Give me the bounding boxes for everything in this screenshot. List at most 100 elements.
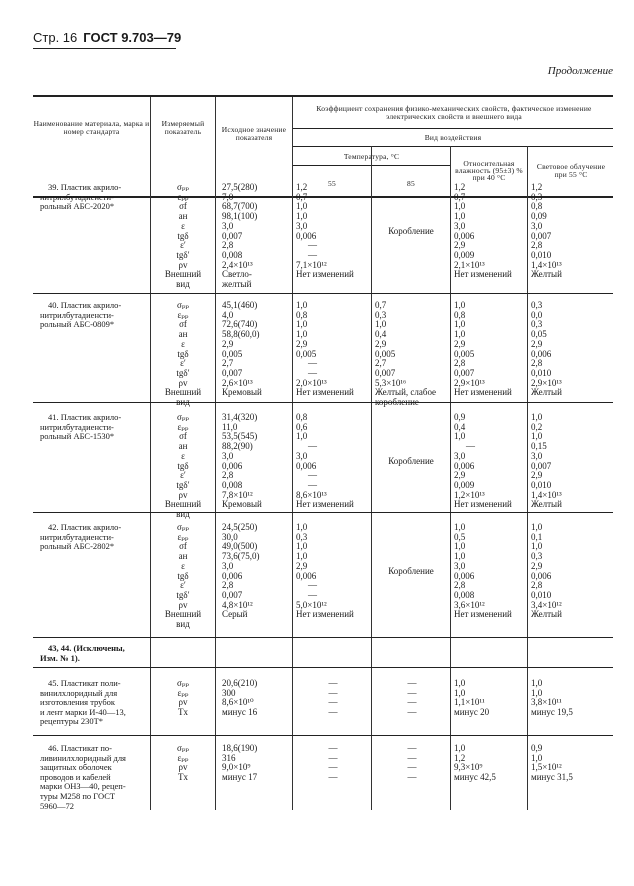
params-value: tgδ′ (176, 479, 190, 490)
initial-value: 8,6×10¹⁰ (222, 697, 254, 708)
light-value: 1,4×10¹³ (531, 259, 562, 270)
light-value: Желтый (531, 499, 562, 510)
light-value: 0,010 (531, 589, 552, 600)
light-column: 1,2 0,3 0,8 0,09 3,0 0,007 2,8 0,010 1,4×10¹³ Жел… (531, 182, 611, 280)
initial-value: 3,0 (222, 560, 234, 571)
t85-value: 5,3×10¹⁶ (375, 377, 407, 388)
t55-column: — — — — (296, 678, 370, 718)
light-column: 0,9 1,0 1,5×10¹² минус 31,5 (531, 743, 611, 783)
t55-value: — (328, 772, 338, 783)
initial-value: 2,8 (222, 240, 234, 251)
t85-merged-value: Коробление (388, 456, 434, 466)
initial-column: 45,1(460) 4,0 72,6(740) 58,8(60,0) 2,9 0,005 2… (222, 300, 292, 398)
initial-value: 30,0 (222, 531, 238, 542)
light-value: Желтый (531, 269, 562, 280)
humidity-value: 0,006 (454, 230, 475, 241)
t85-value: 0,3 (375, 309, 387, 320)
params-value: ε (181, 220, 185, 231)
light-value: 1,0 (531, 412, 543, 422)
initial-value: 2,4×10¹³ (222, 259, 253, 270)
params-value: ε′ (180, 580, 186, 591)
t55-value: 2,0×10¹³ (296, 377, 327, 388)
humidity-value: 3,0 (454, 560, 466, 571)
params-value: tgδ (177, 230, 189, 241)
humidity-value: 1,2 (454, 182, 466, 192)
t85-value: — (407, 707, 417, 718)
initial-value: 300 (222, 687, 236, 698)
header-impact-type: Вид воздействия (424, 133, 482, 142)
initial-value: 20,6(210) (222, 678, 258, 688)
params-value: εₚₚ (177, 531, 189, 542)
continuation-label: Продолжение (547, 65, 613, 77)
t55-value: — (308, 589, 317, 600)
humidity-value: 0,7 (454, 191, 466, 202)
light-value: Желтый (531, 609, 562, 620)
row-rule (33, 402, 613, 403)
light-value: минус 19,5 (531, 707, 573, 718)
humidity-value: 1,0 (454, 319, 466, 330)
humidity-value: 1,0 (454, 522, 466, 532)
t55-value: — (308, 580, 317, 591)
t55-value: — (328, 697, 338, 708)
light-value: 1,2 (531, 182, 543, 192)
params-value: ε′ (180, 240, 186, 251)
initial-value: 2,8 (222, 580, 234, 591)
humidity-value: 0,008 (454, 589, 475, 600)
t55-value: 1,0 (296, 431, 308, 442)
material-name-line: нитрилбутадиенсти- (40, 421, 114, 432)
humidity-value: 1,0 (454, 678, 466, 688)
initial-value: 0,007 (222, 367, 243, 378)
material-name-line: изготовления трубок (40, 697, 116, 708)
params-value: ε (181, 450, 185, 461)
params-value: ρv (178, 697, 188, 708)
material-name: 43, 44. (Исключены, Изм. № 1). (40, 643, 148, 663)
humidity-value: 9,3×10⁹ (454, 762, 483, 773)
header-bottom-rule (33, 196, 613, 198)
initial-value: 58,8(60,0) (222, 329, 260, 340)
material-name-line: 5960—72 (40, 800, 74, 811)
material-name-line: ливинилхлоридный для (40, 752, 126, 763)
params-value: ρv (178, 599, 188, 610)
light-value: 1,0 (531, 752, 543, 763)
params-value: Tх (178, 772, 188, 783)
initial-value: Кремовый (222, 499, 262, 510)
t85-value: Желтый, слабое коробление (375, 387, 437, 408)
table-top-rule (33, 95, 613, 97)
t55-value: 7,1×10¹² (296, 259, 327, 270)
params-value: tgδ (177, 460, 189, 471)
t85-column: — — — — (375, 678, 449, 718)
humidity-value: 1,0 (454, 431, 466, 442)
humidity-value: 1,0 (454, 300, 466, 310)
initial-value: 68,7(700) (222, 201, 258, 212)
params-value: ρv (178, 259, 188, 270)
light-column: 1,0 1,0 3,8×10¹¹ минус 19,5 (531, 678, 611, 718)
t85-value: — (407, 687, 417, 698)
t55-value: — (328, 687, 338, 698)
t55-value: 0,6 (296, 421, 308, 432)
light-value: 0,05 (531, 329, 547, 340)
params-value: Внешний вид (164, 499, 202, 520)
light-value: 0,006 (531, 348, 552, 359)
t55-value: 0,7 (296, 191, 308, 202)
material-name-line: проводов и кабелей (40, 771, 111, 782)
humidity-value: Нет изменений (454, 387, 512, 398)
initial-value: 316 (222, 752, 236, 763)
params-value: ε (181, 338, 185, 349)
params-value: σₚₚ (176, 412, 190, 422)
light-value: 1,0 (531, 522, 543, 532)
page-header: Стр. 16 ГОСТ 9.703—79 (33, 30, 181, 45)
humidity-value: 3,0 (454, 220, 466, 231)
t55-value: Нет изменений (296, 387, 354, 398)
header-param: Измеряемый показатель (161, 119, 205, 136)
row-rule (33, 667, 613, 668)
initial-value: 0,005 (222, 348, 243, 359)
material-name: 39. Пластик акрило-нитрилбутадиенсти-рол… (40, 182, 148, 212)
humidity-value: 0,5 (454, 531, 466, 542)
humidity-value: 3,6×10¹² (454, 599, 485, 610)
t55-value: 3,0 (296, 220, 308, 231)
t85-value: — (407, 678, 417, 688)
col-divider (371, 146, 372, 810)
params-value: σₚₚ (176, 182, 190, 192)
humidity-value: 1,2×10¹³ (454, 489, 485, 500)
material-name: 46. Пластикат по-ливинилхлоридный для защ… (40, 743, 148, 811)
